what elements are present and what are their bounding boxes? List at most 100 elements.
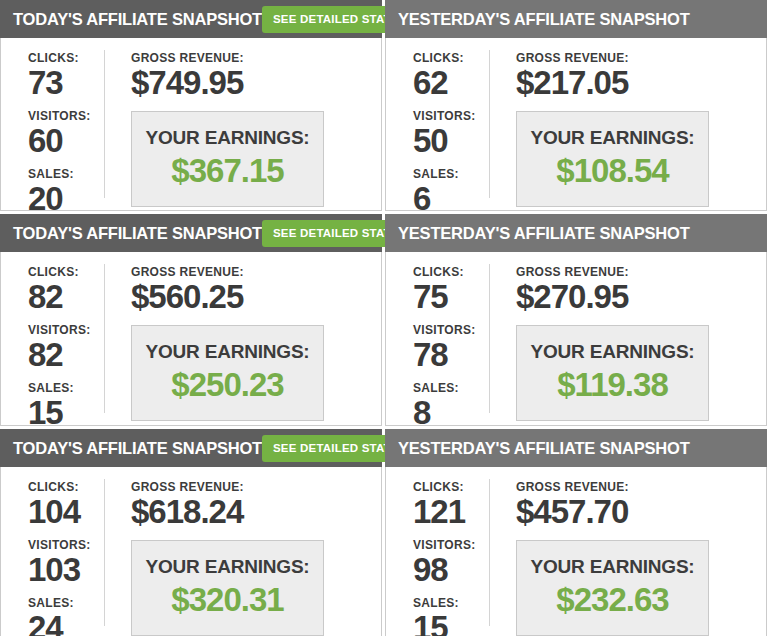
- sales-value: 8: [413, 395, 489, 426]
- clicks-label: CLICKS:: [28, 51, 104, 65]
- sales-stat: SALES: 20: [28, 167, 104, 211]
- panel-title: YESTERDAY'S AFFILIATE SNAPSHOT: [398, 439, 690, 458]
- earnings-box: YOUR EARNINGS: $320.31: [131, 540, 324, 636]
- panel-header: YESTERDAY'S AFFILIATE SNAPSHOT: [385, 429, 767, 467]
- gross-revenue-value: $217.05: [516, 65, 766, 101]
- earnings-box: YOUR EARNINGS: $119.38: [516, 325, 709, 421]
- earnings-value: $250.23: [136, 366, 319, 404]
- affiliate-snapshot-panel-today-1: TODAY'S AFFILIATE SNAPSHOT SEE DETAILED …: [0, 0, 382, 211]
- earnings-box: YOUR EARNINGS: $250.23: [131, 325, 324, 421]
- snapshot-grid: TODAY'S AFFILIATE SNAPSHOT SEE DETAILED …: [0, 0, 767, 636]
- sales-value: 15: [413, 610, 489, 636]
- clicks-stat: CLICKS: 104: [28, 480, 104, 531]
- sales-stat: SALES: 15: [413, 596, 489, 636]
- sales-value: 15: [28, 395, 104, 426]
- panel-title: YESTERDAY'S AFFILIATE SNAPSHOT: [398, 10, 690, 29]
- gross-revenue-label: GROSS REVENUE:: [131, 51, 381, 65]
- clicks-value: 75: [413, 279, 489, 316]
- sales-label: SALES:: [28, 167, 104, 181]
- gross-revenue-label: GROSS REVENUE:: [516, 480, 766, 494]
- sales-stat: SALES: 24: [28, 596, 104, 636]
- see-detailed-stats-label: SEE DETAILED STATS: [273, 227, 399, 239]
- affiliate-snapshot-panel-today-3: TODAY'S AFFILIATE SNAPSHOT SEE DETAILED …: [0, 429, 382, 636]
- visitors-label: VISITORS:: [28, 109, 104, 123]
- stats-column: CLICKS: 73 VISITORS: 60 SALES: 20: [1, 50, 105, 198]
- earnings-value: $320.31: [136, 581, 319, 619]
- clicks-label: CLICKS:: [413, 265, 489, 279]
- visitors-stat: VISITORS: 60: [28, 109, 104, 160]
- gross-revenue-label: GROSS REVENUE:: [131, 480, 381, 494]
- clicks-label: CLICKS:: [28, 480, 104, 494]
- clicks-stat: CLICKS: 75: [413, 265, 489, 316]
- visitors-stat: VISITORS: 50: [413, 109, 489, 160]
- gross-revenue-label: GROSS REVENUE:: [131, 265, 381, 279]
- panel-title: YESTERDAY'S AFFILIATE SNAPSHOT: [398, 224, 690, 243]
- panel-title: TODAY'S AFFILIATE SNAPSHOT: [13, 10, 262, 29]
- affiliate-snapshot-panel-yesterday-1: YESTERDAY'S AFFILIATE SNAPSHOT CLICKS: 6…: [385, 0, 767, 211]
- panel-body: CLICKS: 104 VISITORS: 103 SALES: 24 GROS…: [0, 467, 382, 636]
- panel-title: TODAY'S AFFILIATE SNAPSHOT: [13, 439, 262, 458]
- clicks-label: CLICKS:: [28, 265, 104, 279]
- panel-header: TODAY'S AFFILIATE SNAPSHOT SEE DETAILED …: [0, 429, 382, 467]
- stats-column: CLICKS: 121 VISITORS: 98 SALES: 15: [386, 479, 490, 626]
- sales-label: SALES:: [413, 596, 489, 610]
- see-detailed-stats-label: SEE DETAILED STATS: [273, 13, 399, 25]
- revenue-column: GROSS REVENUE: $270.95 YOUR EARNINGS: $1…: [490, 252, 766, 425]
- earnings-label: YOUR EARNINGS:: [521, 127, 704, 149]
- stats-column: CLICKS: 82 VISITORS: 82 SALES: 15: [1, 264, 105, 413]
- clicks-stat: CLICKS: 73: [28, 51, 104, 102]
- see-detailed-stats-label: SEE DETAILED STATS: [273, 442, 399, 454]
- visitors-value: 82: [28, 337, 104, 374]
- earnings-value: $367.15: [136, 152, 319, 190]
- clicks-value: 62: [413, 65, 489, 102]
- earnings-value: $108.54: [521, 152, 704, 190]
- sales-label: SALES:: [413, 381, 489, 395]
- sales-stat: SALES: 6: [413, 167, 489, 211]
- gross-revenue-value: $270.95: [516, 279, 766, 315]
- revenue-column: GROSS REVENUE: $217.05 YOUR EARNINGS: $1…: [490, 38, 766, 210]
- gross-revenue-label: GROSS REVENUE:: [516, 265, 766, 279]
- visitors-value: 78: [413, 337, 489, 374]
- sales-stat: SALES: 15: [28, 381, 104, 426]
- panel-body: CLICKS: 62 VISITORS: 50 SALES: 6 GROSS R…: [385, 38, 767, 211]
- visitors-stat: VISITORS: 82: [28, 323, 104, 374]
- revenue-column: GROSS REVENUE: $560.25 YOUR EARNINGS: $2…: [105, 252, 381, 425]
- clicks-value: 104: [28, 494, 104, 531]
- earnings-value: $232.63: [521, 581, 704, 619]
- gross-revenue-value: $457.70: [516, 494, 766, 530]
- sales-label: SALES:: [28, 596, 104, 610]
- panel-header: YESTERDAY'S AFFILIATE SNAPSHOT: [385, 214, 767, 252]
- affiliate-snapshot-panel-today-2: TODAY'S AFFILIATE SNAPSHOT SEE DETAILED …: [0, 214, 382, 426]
- revenue-column: GROSS REVENUE: $618.24 YOUR EARNINGS: $3…: [105, 467, 381, 636]
- panel-body: CLICKS: 73 VISITORS: 60 SALES: 20 GROSS …: [0, 38, 382, 211]
- visitors-label: VISITORS:: [28, 323, 104, 337]
- earnings-label: YOUR EARNINGS:: [136, 127, 319, 149]
- sales-value: 24: [28, 610, 104, 636]
- panel-header: TODAY'S AFFILIATE SNAPSHOT SEE DETAILED …: [0, 214, 382, 252]
- affiliate-snapshot-panel-yesterday-3: YESTERDAY'S AFFILIATE SNAPSHOT CLICKS: 1…: [385, 429, 767, 636]
- clicks-stat: CLICKS: 82: [28, 265, 104, 316]
- stats-column: CLICKS: 104 VISITORS: 103 SALES: 24: [1, 479, 105, 626]
- visitors-value: 103: [28, 552, 104, 589]
- visitors-label: VISITORS:: [413, 538, 489, 552]
- revenue-column: GROSS REVENUE: $457.70 YOUR EARNINGS: $2…: [490, 467, 766, 636]
- visitors-value: 60: [28, 123, 104, 160]
- clicks-stat: CLICKS: 121: [413, 480, 489, 531]
- clicks-value: 121: [413, 494, 489, 531]
- clicks-label: CLICKS:: [413, 51, 489, 65]
- earnings-value: $119.38: [521, 366, 704, 404]
- panel-title: TODAY'S AFFILIATE SNAPSHOT: [13, 224, 262, 243]
- earnings-label: YOUR EARNINGS:: [136, 341, 319, 363]
- stats-column: CLICKS: 75 VISITORS: 78 SALES: 8: [386, 264, 490, 413]
- gross-revenue-value: $560.25: [131, 279, 381, 315]
- visitors-label: VISITORS:: [413, 109, 489, 123]
- sales-value: 20: [28, 181, 104, 211]
- clicks-label: CLICKS:: [413, 480, 489, 494]
- affiliate-snapshot-panel-yesterday-2: YESTERDAY'S AFFILIATE SNAPSHOT CLICKS: 7…: [385, 214, 767, 426]
- visitors-value: 50: [413, 123, 489, 160]
- visitors-stat: VISITORS: 103: [28, 538, 104, 589]
- panel-body: CLICKS: 121 VISITORS: 98 SALES: 15 GROSS…: [385, 467, 767, 636]
- panel-header: TODAY'S AFFILIATE SNAPSHOT SEE DETAILED …: [0, 0, 382, 38]
- revenue-column: GROSS REVENUE: $749.95 YOUR EARNINGS: $3…: [105, 38, 381, 210]
- earnings-box: YOUR EARNINGS: $232.63: [516, 540, 709, 636]
